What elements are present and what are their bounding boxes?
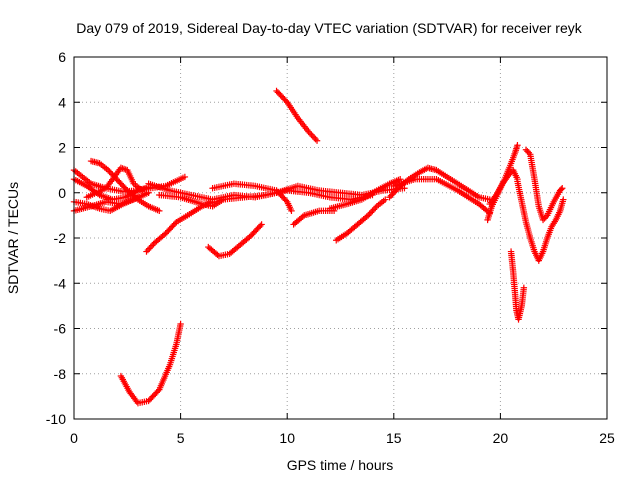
data-point <box>514 142 521 149</box>
y-tick-label: 4 <box>58 94 66 110</box>
y-tick-label: 2 <box>58 140 66 156</box>
data-point <box>288 207 295 215</box>
data-point <box>366 210 373 218</box>
data-point <box>365 212 372 219</box>
data-point <box>107 169 115 177</box>
data-point <box>541 215 548 222</box>
series-arc-15 <box>333 196 389 244</box>
data-point <box>106 168 113 175</box>
data-point <box>539 216 547 224</box>
data-point <box>181 173 189 181</box>
y-axis-label: SDTVAR / TECUs <box>5 182 21 294</box>
data-point <box>392 188 399 195</box>
series-arc-12 <box>156 187 376 210</box>
y-tick-label: -4 <box>54 275 67 291</box>
data-point <box>507 169 514 177</box>
data-point <box>390 189 397 196</box>
data-point <box>156 207 163 215</box>
series-arc-19 <box>484 142 521 224</box>
data-point <box>369 207 376 215</box>
x-axis-label: GPS time / hours <box>287 457 394 473</box>
series-arc-10 <box>273 87 321 144</box>
plot-frame <box>73 56 608 420</box>
data-point <box>309 132 316 140</box>
series-arc-16 <box>326 175 404 212</box>
data-point <box>505 171 513 178</box>
series-arc-8 <box>117 320 184 407</box>
data-point <box>154 387 162 395</box>
x-tick-label: 10 <box>279 430 295 446</box>
data-point <box>308 131 315 138</box>
data-point <box>133 195 140 202</box>
data-point <box>305 128 312 135</box>
data-point <box>148 242 156 249</box>
data-point <box>312 136 319 143</box>
series-arc-22 <box>514 178 567 264</box>
y-tick-label: -10 <box>46 411 66 427</box>
data-point <box>367 209 375 216</box>
data-point <box>491 193 499 200</box>
series-arc-21 <box>507 248 528 323</box>
data-point <box>370 206 378 213</box>
data-point <box>386 194 393 201</box>
x-tick-label: 5 <box>177 430 185 446</box>
x-tick-label: 15 <box>386 430 402 446</box>
data-point <box>258 221 265 228</box>
y-tick-label: -2 <box>54 230 67 246</box>
data-point <box>257 222 264 230</box>
data-point <box>313 137 321 144</box>
data-point <box>299 213 306 220</box>
y-tick-label: 6 <box>58 49 66 65</box>
data-point <box>104 166 112 174</box>
data-point <box>557 186 565 193</box>
data-point <box>145 189 152 196</box>
series-arc-23 <box>522 146 566 224</box>
chart-title: Day 079 of 2019, Sidereal Day-to-day VTE… <box>76 20 582 36</box>
data-point <box>177 320 184 328</box>
data-point <box>306 129 314 137</box>
series-arc-9 <box>205 221 265 260</box>
data-point <box>150 240 157 248</box>
data-point <box>139 187 146 194</box>
data-point <box>525 149 533 156</box>
data-point <box>282 197 290 204</box>
series-arc-20 <box>486 166 521 208</box>
data-point <box>372 204 379 212</box>
series-arc-13 <box>209 180 295 215</box>
data-point <box>393 186 400 193</box>
series-arc-7 <box>143 198 216 255</box>
data-point <box>559 185 566 192</box>
data-point <box>214 251 221 259</box>
series-arc-6 <box>83 164 146 201</box>
x-tick-label: 25 <box>599 430 615 446</box>
data-point <box>143 248 150 255</box>
data-point <box>146 245 153 252</box>
y-tick-label: -8 <box>54 366 67 382</box>
y-tick-label: 0 <box>58 185 66 201</box>
data-point <box>144 246 152 254</box>
x-tick-label: 20 <box>493 430 509 446</box>
data-point <box>387 192 395 199</box>
data-points <box>70 87 567 407</box>
series-arc-3 <box>70 189 152 215</box>
data-point <box>389 191 396 198</box>
data-point <box>560 196 567 203</box>
series-arc-14 <box>290 207 338 228</box>
axis-ticks: 0 5 10 15 20 25 -10 -8 -6 -4 -2 0 2 4 6 <box>46 49 615 446</box>
x-tick-label: 0 <box>70 430 78 446</box>
data-point <box>382 196 389 203</box>
data-point <box>147 243 154 251</box>
data-point <box>542 213 550 221</box>
y-tick-label: -6 <box>54 321 67 337</box>
data-point <box>311 134 318 141</box>
data-point <box>522 146 530 153</box>
data-point <box>520 284 528 291</box>
series-arc-17 <box>386 164 493 203</box>
data-point <box>363 213 370 220</box>
data-point <box>524 148 531 155</box>
